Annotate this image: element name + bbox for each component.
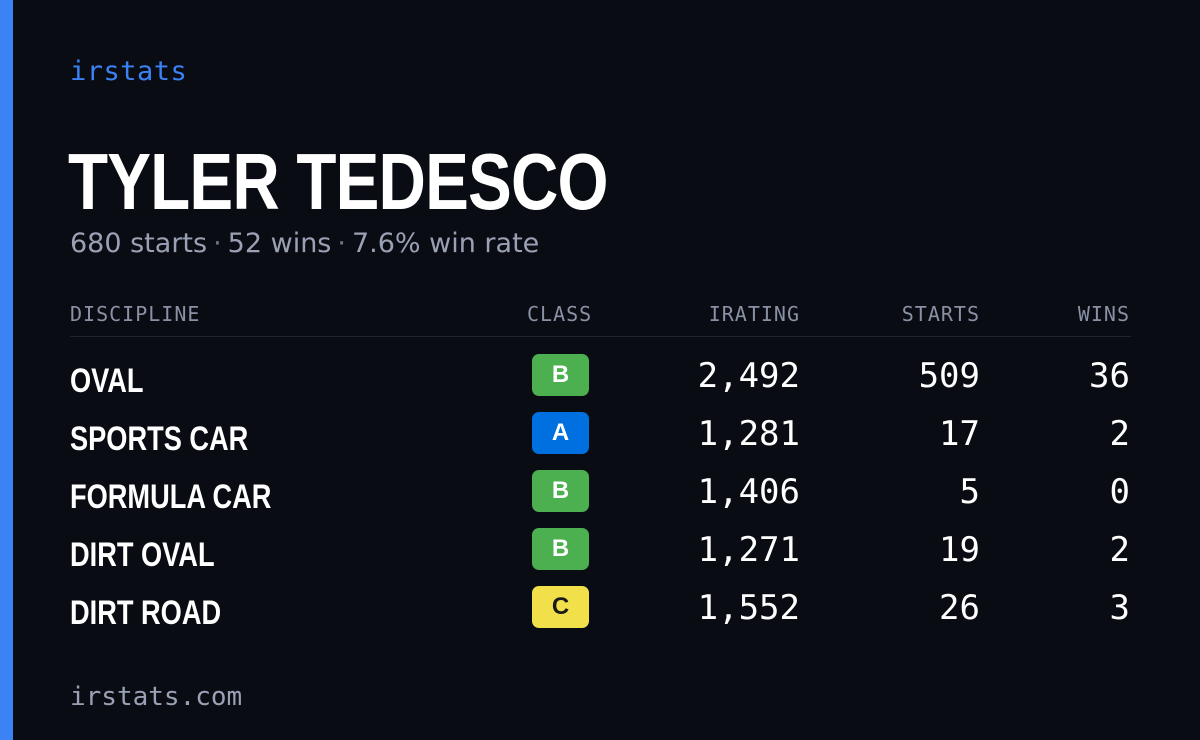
row-wins: 2 bbox=[1109, 530, 1130, 570]
row-discipline: DIRT OVAL bbox=[70, 536, 215, 574]
row-wins: 0 bbox=[1109, 472, 1130, 512]
table-row: SPORTS CAR A 1,281 17 2 bbox=[70, 412, 1131, 470]
table-row: FORMULA CAR B 1,406 5 0 bbox=[70, 470, 1131, 528]
summary-separator: · bbox=[213, 228, 222, 259]
header-starts: STARTS bbox=[901, 302, 980, 326]
class-badge: B bbox=[532, 354, 589, 396]
table-body: OVAL B 2,492 509 36 SPORTS CAR A 1,281 1… bbox=[70, 354, 1131, 644]
header-class: CLASS bbox=[527, 302, 593, 326]
accent-bar bbox=[0, 0, 13, 740]
header-irating: IRATING bbox=[708, 302, 800, 326]
footer-url: irstats.com bbox=[70, 682, 243, 712]
total-starts: 680 starts bbox=[70, 228, 208, 259]
row-discipline: OVAL bbox=[70, 362, 144, 400]
row-irating: 2,492 bbox=[697, 356, 800, 396]
row-irating: 1,281 bbox=[697, 414, 800, 454]
driver-summary: 680 starts · 52 wins · 7.6% win rate bbox=[70, 228, 539, 259]
total-wins: 52 wins bbox=[227, 228, 332, 259]
row-discipline: DIRT ROAD bbox=[70, 594, 222, 632]
row-starts: 17 bbox=[939, 414, 980, 454]
row-starts: 5 bbox=[959, 472, 980, 512]
row-starts: 26 bbox=[939, 588, 980, 628]
header-wins: WINS bbox=[1077, 302, 1130, 326]
brand-logo-text: irstats bbox=[70, 56, 188, 87]
row-starts: 19 bbox=[939, 530, 980, 570]
class-badge: C bbox=[532, 586, 589, 628]
row-discipline: SPORTS CAR bbox=[70, 420, 249, 458]
table-row: DIRT ROAD C 1,552 26 3 bbox=[70, 586, 1131, 644]
class-badge: B bbox=[532, 528, 589, 570]
row-wins: 3 bbox=[1109, 588, 1130, 628]
table-header: DISCIPLINE CLASS IRATING STARTS WINS bbox=[70, 296, 1131, 337]
header-discipline: DISCIPLINE bbox=[70, 302, 201, 326]
row-irating: 1,552 bbox=[697, 588, 800, 628]
row-wins: 2 bbox=[1109, 414, 1130, 454]
table-row: OVAL B 2,492 509 36 bbox=[70, 354, 1131, 412]
row-discipline: FORMULA CAR bbox=[70, 478, 272, 516]
row-starts: 509 bbox=[918, 356, 980, 396]
summary-separator: · bbox=[337, 228, 346, 259]
class-badge: A bbox=[532, 412, 589, 454]
stats-table: DISCIPLINE CLASS IRATING STARTS WINS OVA… bbox=[70, 296, 1131, 632]
table-row: DIRT OVAL B 1,271 19 2 bbox=[70, 528, 1131, 586]
driver-name: TYLER TEDESCO bbox=[68, 137, 609, 226]
win-rate: 7.6% win rate bbox=[351, 228, 540, 259]
row-irating: 1,271 bbox=[697, 530, 800, 570]
class-badge: B bbox=[532, 470, 589, 512]
row-wins: 36 bbox=[1089, 356, 1130, 396]
row-irating: 1,406 bbox=[697, 472, 800, 512]
